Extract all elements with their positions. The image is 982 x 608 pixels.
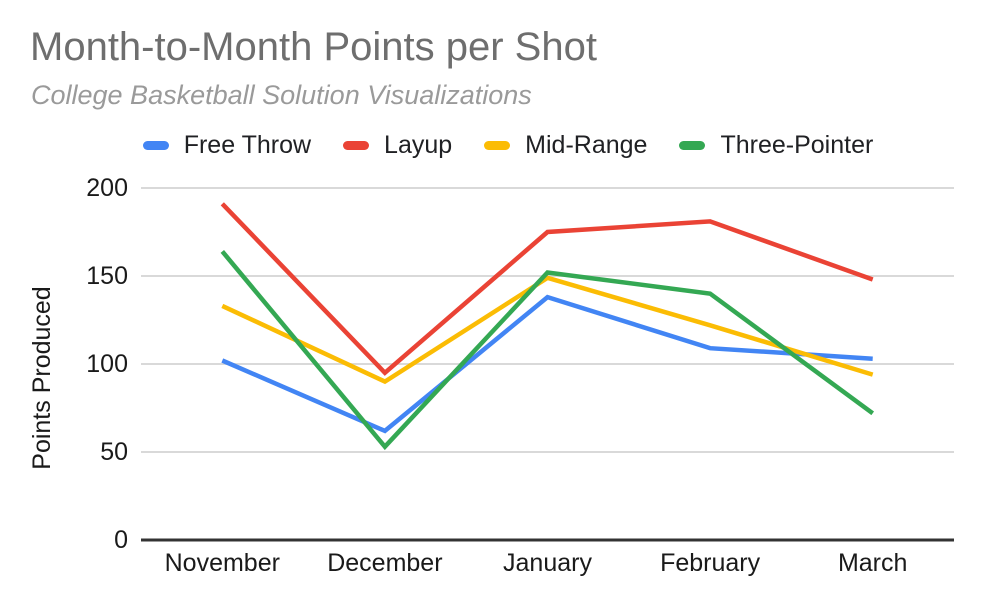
legend-swatch-mid-range [484,140,511,150]
y-tick-label-200: 200 [86,174,128,202]
x-axis-label-december: December [327,549,443,577]
legend-item-layup: Layup [343,131,452,160]
y-tick-label-150: 150 [86,262,128,290]
chart-title: Month-to-Month Points per Shot [30,25,597,69]
x-axis-label-november: November [164,549,280,577]
legend-item-free-throw: Free Throw [142,130,312,160]
chart-subtitle: College Basketball Solution Visualizatio… [31,80,532,110]
legend-label: Layup [384,130,453,159]
y-tick-label-50: 50 [100,438,128,466]
series-line-free-throw [221,294,873,434]
x-axis-label-february: February [660,549,761,577]
x-axis-label-january: January [503,549,592,577]
legend-swatch-layup [343,140,370,150]
x-axis-label-march: March [837,549,908,577]
series-line-three-pointer [220,249,875,451]
legend: Free Throw Layup Mid-Range Three-Pointer [0,130,982,160]
y-tick-label-0: 0 [114,526,128,554]
legend-label: Three-Pointer [720,130,874,159]
y-tick-label-100: 100 [86,350,128,378]
legend-swatch-free-throw [142,140,169,150]
legend-label: Free Throw [183,130,312,159]
legend-item-three-pointer: Three-Pointer [679,131,873,160]
legend-item-mid-range: Mid-Range [484,131,647,160]
legend-label: Mid-Range [525,130,648,159]
series-line-mid-range [221,275,874,385]
series-line-layup [220,202,874,376]
legend-swatch-three-pointer [679,140,706,150]
